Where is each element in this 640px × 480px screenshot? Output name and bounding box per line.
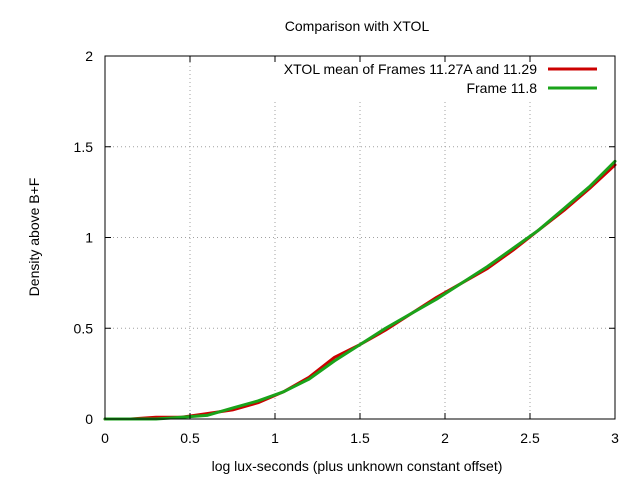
y-axis-label: Density above B+F	[26, 178, 42, 297]
x-tick-label: 3	[611, 430, 619, 446]
y-tick-label: 0	[85, 411, 93, 427]
axis-ticks: 0 0.5 1 1.5 2 2.5 3 0 0.5 1 1.5 2	[74, 48, 620, 446]
x-tick-label: 1	[271, 430, 279, 446]
y-tick-label: 2	[85, 48, 93, 64]
y-tick-label: 1.5	[74, 139, 94, 155]
legend-label-2: Frame 11.8	[466, 80, 537, 96]
x-tick-label: 0.5	[180, 430, 200, 446]
y-tick-label: 0.5	[74, 320, 94, 336]
legend: XTOL mean of Frames 11.27A and 11.29 Fram…	[284, 61, 597, 96]
x-tick-label: 2.5	[520, 430, 540, 446]
x-axis-label: log lux-seconds (plus unknown constant o…	[212, 458, 503, 474]
series-line-1	[103, 163, 617, 421]
x-tick-label: 1.5	[350, 430, 370, 446]
grid	[105, 56, 615, 419]
legend-label-1: XTOL mean of Frames 11.27A and 11.29	[284, 61, 537, 77]
chart-title: Comparison with XTOL	[285, 18, 430, 34]
x-tick-label: 0	[101, 430, 109, 446]
plot-frame	[104, 55, 616, 420]
y-tick-label: 1	[85, 230, 93, 246]
x-tick-label: 2	[441, 430, 449, 446]
